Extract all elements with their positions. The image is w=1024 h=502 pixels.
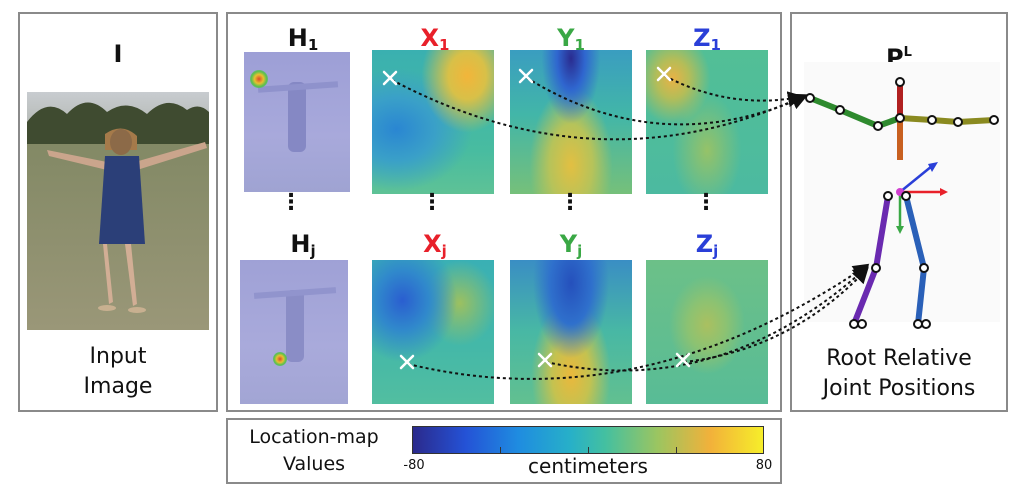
pose-caption: Root Relative Joint Positions: [822, 346, 976, 401]
heatmap-label-1: H1: [287, 24, 319, 54]
input-image-caption: Input Image: [83, 344, 153, 399]
location-maps-panel: H1 X1 Y1 Z1 ⋮ ⋮ ⋮ ⋮ Hj Xj Yj Zj: [226, 12, 782, 412]
y-map-label-1: Y1: [557, 24, 585, 54]
colorbar-label: Location-map Values: [249, 426, 379, 475]
heatmap-label-j: Hj: [290, 230, 316, 260]
z-map-j: [646, 260, 768, 404]
hj-hotspot: [273, 352, 287, 366]
y-map-label-j: Yj: [559, 230, 583, 260]
h1-hotspot: [250, 70, 268, 88]
colorbar-max: 80: [755, 458, 773, 473]
colorbar-min: -80: [403, 458, 425, 473]
y-map-j: [510, 260, 632, 404]
z-map-label-j: Zj: [695, 230, 719, 260]
colorbar-unit: centimeters: [528, 454, 648, 478]
skeleton: [804, 62, 1000, 329]
input-image-panel: I Input Image: [18, 12, 218, 412]
input-photo: [27, 92, 209, 330]
heatmap-h1: [244, 52, 350, 192]
input-image-title: I: [113, 40, 123, 68]
colorbar-panel: Location-map Values -80 centimeters 80: [226, 418, 782, 484]
colorbar-gradient: [412, 426, 764, 454]
h1-silhouette: [288, 82, 306, 152]
x-map-label-1: X1: [420, 24, 450, 54]
hj-silhouette: [286, 290, 304, 362]
y-map-1: [510, 50, 632, 194]
x-map-label-j: Xj: [423, 230, 447, 260]
joint-positions-panel: PL Root Relat: [790, 12, 1008, 412]
z-map-1: [646, 50, 768, 194]
heatmap-hj: [240, 260, 348, 404]
x-map-j: [372, 260, 494, 404]
z-map-label-1: Z1: [693, 24, 721, 54]
